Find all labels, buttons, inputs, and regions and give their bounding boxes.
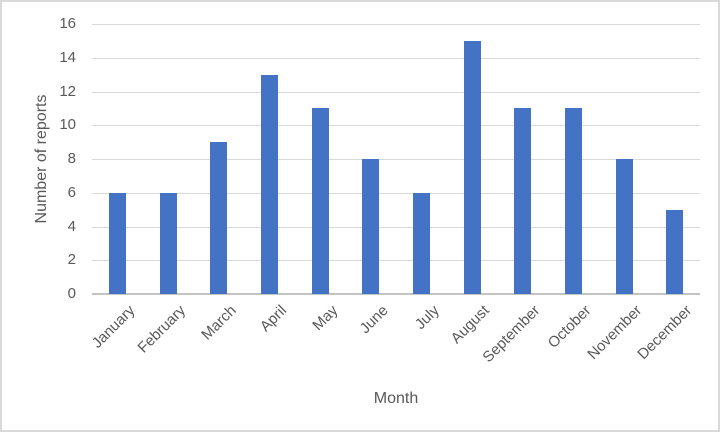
- y-tick-label: 2: [67, 251, 76, 269]
- bar-december: [666, 209, 684, 294]
- bar-january: [108, 192, 126, 294]
- gridline: [92, 57, 700, 59]
- bar-may: [311, 108, 329, 294]
- bar-march: [210, 142, 228, 294]
- bar-june: [362, 159, 380, 294]
- gridline: [92, 91, 700, 93]
- x-tick-label-june: June: [356, 302, 392, 338]
- x-tick-label-april: April: [257, 302, 291, 336]
- x-axis-title: Month: [373, 390, 419, 407]
- x-tick-label-january: January: [88, 302, 139, 352]
- bar-september: [514, 108, 532, 294]
- y-tick-label: 12: [59, 82, 76, 100]
- bar-november: [615, 159, 633, 294]
- y-tick-label: 10: [59, 116, 76, 134]
- y-tick-label: 0: [67, 285, 76, 302]
- gridline: [92, 159, 700, 160]
- gridline: [92, 260, 700, 262]
- x-tick-label-july: July: [411, 302, 443, 333]
- x-tick-label-may: May: [308, 302, 342, 335]
- y-axis-title: Number of reports: [33, 94, 50, 224]
- x-tick-label-november: November: [584, 302, 646, 363]
- bar-february: [159, 192, 177, 294]
- gridline: [92, 192, 700, 194]
- x-tick-label-october: October: [544, 302, 595, 352]
- bar-july: [412, 192, 430, 294]
- bar-august: [463, 40, 481, 294]
- x-tick-label-march: March: [198, 302, 240, 344]
- x-tick-label-february: February: [134, 302, 190, 357]
- y-tick-label: 16: [59, 15, 76, 32]
- bar-april: [260, 74, 278, 294]
- x-axis-line: [92, 293, 700, 295]
- y-tick-label: 6: [67, 183, 76, 201]
- y-tick-label: 8: [67, 150, 76, 167]
- x-tick-label-december: December: [634, 302, 696, 363]
- gridline: [92, 125, 700, 127]
- x-tick-label-august: August: [447, 302, 494, 348]
- y-tick-label: 4: [67, 217, 76, 235]
- y-tick-label: 14: [59, 48, 76, 66]
- bar-october: [564, 108, 582, 294]
- gridline: [92, 226, 700, 228]
- gridline: [92, 24, 700, 25]
